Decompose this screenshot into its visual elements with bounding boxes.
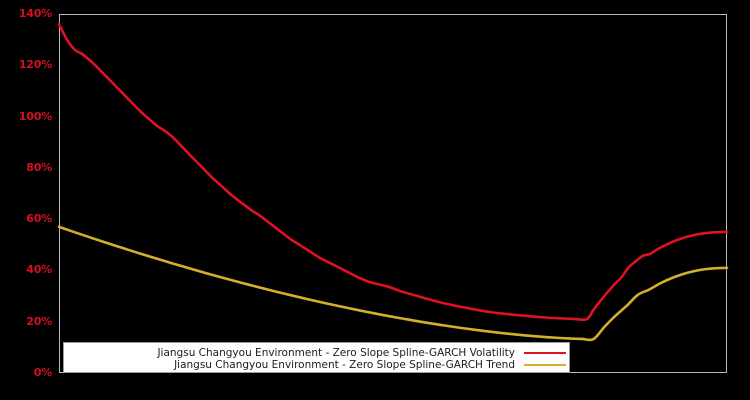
y-axis-tick-80: 80% bbox=[26, 160, 52, 174]
y-axis-tick-100: 100% bbox=[18, 109, 52, 123]
y-axis-tick-140: 140% bbox=[18, 7, 52, 20]
y-axis-tick-0: 0% bbox=[33, 366, 52, 379]
legend-label-volatility: Jiangsu Changyou Environment - Zero Slop… bbox=[157, 347, 515, 359]
legend-swatch-volatility bbox=[524, 352, 566, 354]
y-axis-tick-120: 120% bbox=[18, 58, 52, 72]
y-axis-tick-40: 40% bbox=[26, 263, 52, 277]
legend-label-trend: Jiangsu Changyou Environment - Zero Slop… bbox=[174, 359, 515, 371]
legend-swatch-trend bbox=[524, 364, 566, 366]
plot-area bbox=[59, 14, 727, 373]
line-trend bbox=[57, 225, 729, 342]
legend-row-volatility: Jiangsu Changyou Environment - Zero Slop… bbox=[64, 346, 571, 360]
y-axis-tick-60: 60% bbox=[26, 212, 52, 226]
chart-legend: Jiangsu Changyou Environment - Zero Slop… bbox=[63, 342, 570, 373]
y-axis-tick-20: 20% bbox=[26, 314, 52, 328]
line-volatility bbox=[57, 22, 729, 322]
legend-row-trend: Jiangsu Changyou Environment - Zero Slop… bbox=[64, 358, 571, 372]
